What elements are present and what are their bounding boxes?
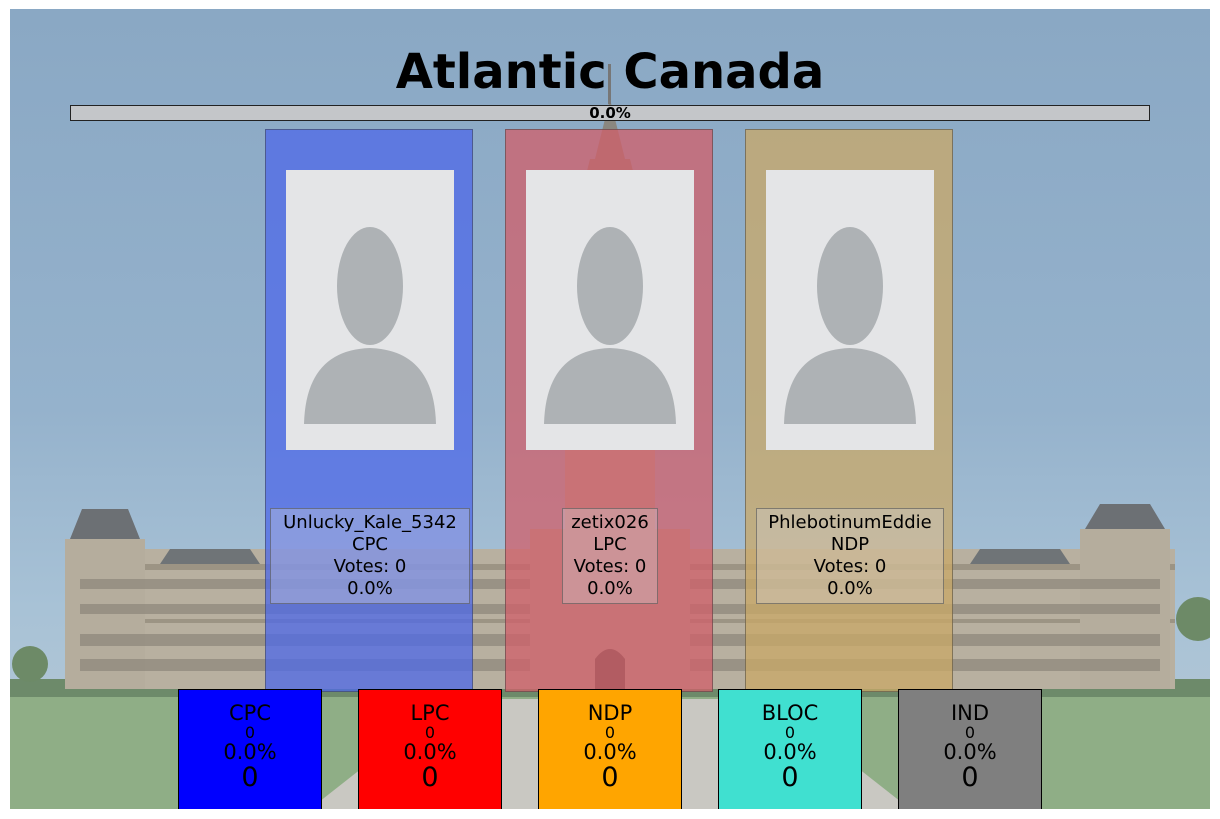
candidate-name: Unlucky_Kale_5342 [283, 512, 457, 533]
party-percent: 0.0% [403, 740, 457, 764]
party-seats: 0 [604, 723, 616, 742]
candidate-card-lpc[interactable]: zetix026 LPC Votes: 0 0.0% [505, 129, 713, 692]
party-percent: 0.0% [943, 740, 997, 764]
party-total: 0 [421, 762, 439, 793]
party-tally-bloc[interactable]: BLOC 0 0.0% 0 [718, 689, 862, 809]
candidate-party: NDP [830, 534, 870, 555]
avatar-placeholder-icon [784, 227, 916, 424]
party-total: 0 [961, 762, 979, 793]
party-abbr: CPC [229, 701, 271, 725]
avatar-placeholder-icon [544, 227, 676, 424]
candidate-party: LPC [593, 534, 627, 555]
avatar-placeholder-icon [304, 227, 436, 424]
party-seats: 0 [424, 723, 436, 742]
party-abbr: BLOC [761, 701, 819, 725]
party-percent: 0.0% [223, 740, 277, 764]
party-seats: 0 [244, 723, 256, 742]
party-tally-cpc[interactable]: CPC 0 0.0% 0 [178, 689, 322, 809]
party-abbr: NDP [587, 701, 633, 725]
party-seats: 0 [964, 723, 976, 742]
party-seats: 0 [784, 723, 796, 742]
party-tally-ndp[interactable]: NDP 0 0.0% 0 [538, 689, 682, 809]
party-percent: 0.0% [763, 740, 817, 764]
party-total: 0 [781, 762, 799, 793]
progress-label: 0.0% [589, 104, 631, 122]
party-percent: 0.0% [583, 740, 637, 764]
candidate-photo [526, 170, 694, 450]
candidate-percent: 0.0% [827, 578, 873, 599]
candidate-votes: Votes: 0 [573, 556, 647, 577]
candidate-info: zetix026 LPC Votes: 0 0.0% [562, 508, 658, 604]
results-canvas: Atlantic Canada 0.0% Unlucky_Kale_5342 C… [10, 9, 1210, 809]
party-abbr: LPC [410, 701, 450, 725]
candidate-info: PhlebotinumEddie NDP Votes: 0 0.0% [756, 508, 944, 604]
candidate-votes: Votes: 0 [333, 556, 407, 577]
party-tally-lpc[interactable]: LPC 0 0.0% 0 [358, 689, 502, 809]
party-total: 0 [601, 762, 619, 793]
candidate-name: PhlebotinumEddie [768, 512, 932, 533]
reporting-progress-bar: 0.0% [70, 104, 1150, 122]
candidate-party: CPC [352, 534, 388, 555]
candidate-name: zetix026 [571, 512, 649, 533]
party-total: 0 [241, 762, 259, 793]
candidate-percent: 0.0% [587, 578, 633, 599]
candidate-info: Unlucky_Kale_5342 CPC Votes: 0 0.0% [270, 508, 470, 604]
candidate-photo [286, 170, 454, 450]
party-abbr: IND [950, 701, 990, 725]
candidate-photo [766, 170, 934, 450]
candidate-card-ndp[interactable]: PhlebotinumEddie NDP Votes: 0 0.0% [745, 129, 953, 692]
candidate-card-cpc[interactable]: Unlucky_Kale_5342 CPC Votes: 0 0.0% [265, 129, 473, 692]
candidate-percent: 0.0% [347, 578, 393, 599]
party-tally-ind[interactable]: IND 0 0.0% 0 [898, 689, 1042, 809]
candidate-votes: Votes: 0 [813, 556, 887, 577]
region-title: Atlantic Canada [395, 44, 825, 100]
